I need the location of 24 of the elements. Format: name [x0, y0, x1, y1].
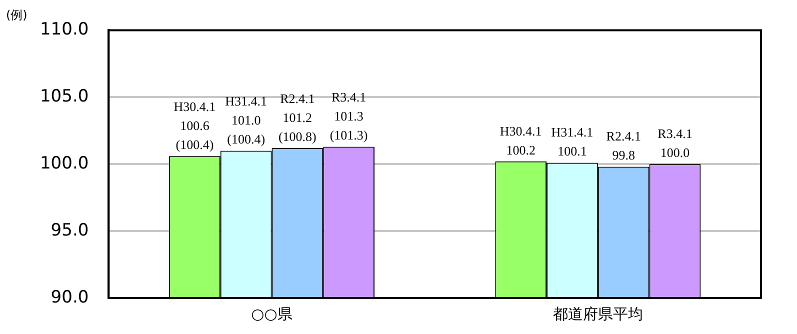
series-label: R2.4.1	[606, 128, 641, 144]
y-tick-label: 100.0	[40, 154, 89, 174]
data-label: 100.2	[506, 142, 536, 158]
x-tick-label: ○○県	[251, 304, 292, 323]
series-label: R3.4.1	[658, 126, 692, 142]
data-label: 101.3 (101.3)	[330, 108, 368, 143]
data-label: 101.2 (100.8)	[278, 110, 316, 144]
y-axis-title: (例)	[6, 8, 28, 22]
text: R3.4.1	[331, 90, 366, 105]
text: R2.4.1	[280, 90, 315, 106]
data-label: 99.8	[612, 148, 635, 163]
y-tick-label: 105.0	[40, 86, 89, 107]
data-label: 101.0 (100.4)	[227, 112, 266, 147]
series-label: H30.4.1	[500, 123, 542, 138]
y-tick-label: 110.0	[40, 20, 89, 40]
y-tick-label: 90.0	[50, 287, 89, 308]
data-label: 100.0	[660, 145, 690, 160]
text: H31.4.1	[225, 94, 268, 109]
data-label: 100.1	[558, 144, 587, 159]
text: H30.4.1	[174, 98, 216, 114]
series-label: H31.4.1	[551, 124, 594, 140]
x-tick-label: 都道府県平均	[552, 304, 643, 323]
data-label: 100.6 (100.4)	[176, 118, 214, 152]
y-tick-label: 95.0	[50, 220, 89, 240]
